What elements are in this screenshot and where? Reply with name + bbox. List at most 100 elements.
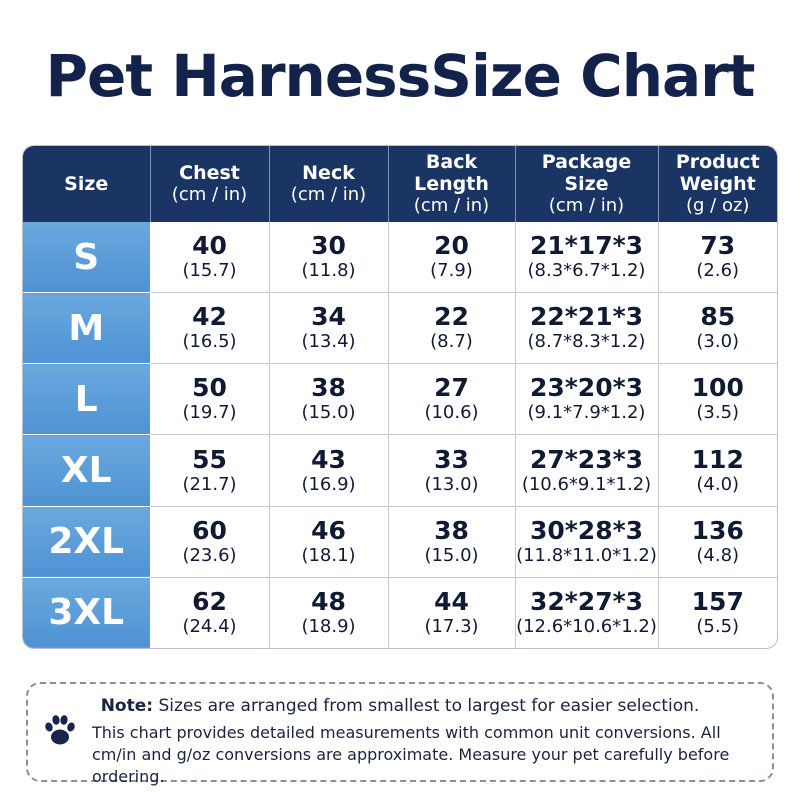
package-value: 27*23*3: [529, 444, 644, 474]
weight-conversion: (4.0): [696, 473, 740, 495]
header-package-size: Package Size (cm / in): [515, 146, 659, 222]
chest-cell: 55 (21.7): [150, 434, 270, 507]
package-value: 22*21*3: [529, 302, 644, 332]
package-cell: 27*23*3 (10.6*9.1*1.2): [515, 434, 659, 507]
weight-value: 136: [691, 515, 744, 545]
neck-conversion: (15.0): [301, 402, 356, 424]
package-conversion: (12.6*10.6*1.2): [516, 615, 657, 637]
package-conversion: (9.1*7.9*1.2): [527, 402, 646, 424]
neck-value: 38: [311, 373, 346, 403]
size-label: L: [23, 363, 151, 436]
size-label: XL: [23, 434, 151, 507]
weight-value: 85: [700, 302, 736, 332]
paw-icon: [45, 715, 75, 745]
chest-conversion: (15.7): [182, 260, 237, 282]
weight-conversion: (5.5): [696, 615, 740, 637]
back-conversion: (7.9): [430, 260, 473, 282]
package-conversion: (8.3*6.7*1.2): [527, 260, 646, 282]
package-cell: 30*28*3 (11.8*11.0*1.2): [515, 506, 659, 578]
table-row: S 40 (15.7) 30 (11.8) 20 (7.9) 21*17*3 (8.3*6.7*…: [23, 222, 777, 294]
neck-conversion: (18.1): [301, 544, 356, 566]
back-value: 44: [434, 586, 469, 616]
chest-cell: 50 (19.7): [150, 363, 270, 436]
weight-conversion: (4.8): [696, 544, 740, 566]
weight-value: 73: [700, 231, 736, 261]
weight-value: 157: [691, 586, 744, 616]
neck-value: 34: [311, 302, 346, 332]
package-value: 23*20*3: [529, 373, 644, 403]
table-row: M 42 (16.5) 34 (13.4) 22 (8.7) 22*21*3 (8.7*8.3*…: [23, 292, 777, 365]
size-label: 3XL: [23, 577, 151, 648]
weight-conversion: (3.0): [696, 331, 740, 353]
page-title: Pet HarnessSize Chart: [45, 42, 756, 110]
chest-conversion: (23.6): [182, 544, 237, 566]
neck-cell: 46 (18.1): [269, 506, 389, 578]
back-value: 33: [434, 444, 469, 474]
table-row: L 50 (19.7) 38 (15.0) 27 (10.6) 23*20*3 (9.1*7.9…: [23, 363, 777, 436]
chest-value: 40: [192, 231, 227, 261]
size-label: 2XL: [23, 506, 151, 578]
package-conversion: (11.8*11.0*1.2): [516, 544, 657, 566]
back-value: 22: [434, 302, 469, 332]
neck-cell: 30 (11.8): [269, 222, 389, 294]
back-conversion: (10.6): [424, 402, 479, 424]
back-conversion: (17.3): [424, 615, 479, 637]
package-value: 30*28*3: [529, 515, 644, 545]
header-size: Size: [23, 146, 151, 222]
package-conversion: (10.6*9.1*1.2): [521, 473, 652, 495]
note-line1-text: Sizes are arranged from smallest to larg…: [158, 696, 700, 716]
package-value: 21*17*3: [529, 231, 644, 261]
neck-cell: 48 (18.9): [269, 577, 389, 648]
chest-cell: 60 (23.6): [150, 506, 270, 578]
package-cell: 21*17*3 (8.3*6.7*1.2): [515, 222, 659, 294]
package-cell: 22*21*3 (8.7*8.3*1.2): [515, 292, 659, 365]
header-product-weight: Product Weight (g / oz): [658, 146, 777, 222]
chest-value: 42: [192, 302, 227, 332]
back-cell: 22 (8.7): [388, 292, 516, 365]
chest-cell: 42 (16.5): [150, 292, 270, 365]
weight-value: 112: [691, 444, 744, 474]
back-conversion: (8.7): [430, 331, 473, 353]
neck-cell: 38 (15.0): [269, 363, 389, 436]
note-first-line: Note: Sizes are arranged from smallest t…: [28, 696, 772, 716]
neck-value: 30: [311, 231, 346, 261]
package-cell: 32*27*3 (12.6*10.6*1.2): [515, 577, 659, 648]
back-cell: 44 (17.3): [388, 577, 516, 648]
back-value: 38: [434, 515, 469, 545]
chest-value: 50: [192, 373, 227, 403]
back-cell: 38 (15.0): [388, 506, 516, 578]
back-conversion: (15.0): [424, 544, 479, 566]
back-value: 20: [434, 231, 469, 261]
package-cell: 23*20*3 (9.1*7.9*1.2): [515, 363, 659, 436]
note-body: This chart provides detailed measurement…: [92, 723, 730, 786]
table-row: 2XL 60 (23.6) 46 (18.1) 38 (15.0) 30*28*3 (11.8*…: [23, 506, 777, 578]
header-row: Size Chest (cm / in) Neck (cm / in) Back…: [23, 146, 777, 222]
size-label: M: [23, 292, 151, 365]
weight-cell: 112 (4.0): [658, 434, 777, 507]
weight-cell: 85 (3.0): [658, 292, 777, 365]
weight-conversion: (3.5): [696, 402, 740, 424]
weight-value: 100: [691, 373, 744, 403]
package-conversion: (8.7*8.3*1.2): [527, 331, 646, 353]
back-cell: 27 (10.6): [388, 363, 516, 436]
chest-cell: 62 (24.4): [150, 577, 270, 648]
back-value: 27: [434, 373, 469, 403]
weight-cell: 136 (4.8): [658, 506, 777, 578]
neck-conversion: (18.9): [301, 615, 356, 637]
neck-cell: 43 (16.9): [269, 434, 389, 507]
table-row: 3XL 62 (24.4) 48 (18.9) 44 (17.3) 32*27*3 (12.6*…: [23, 577, 777, 648]
chest-conversion: (16.5): [182, 331, 237, 353]
neck-cell: 34 (13.4): [269, 292, 389, 365]
table-row: XL 55 (21.7) 43 (16.9) 33 (13.0) 27*23*3 (10.6*9…: [23, 434, 777, 507]
chest-conversion: (19.7): [182, 402, 237, 424]
neck-value: 48: [311, 586, 346, 616]
neck-value: 46: [311, 515, 346, 545]
size-label: S: [23, 222, 151, 294]
back-cell: 33 (13.0): [388, 434, 516, 507]
chest-conversion: (21.7): [182, 473, 237, 495]
chest-value: 55: [192, 444, 227, 474]
chest-cell: 40 (15.7): [150, 222, 270, 294]
neck-value: 43: [311, 444, 346, 474]
weight-cell: 157 (5.5): [658, 577, 777, 648]
note-label: Note:: [100, 696, 154, 716]
